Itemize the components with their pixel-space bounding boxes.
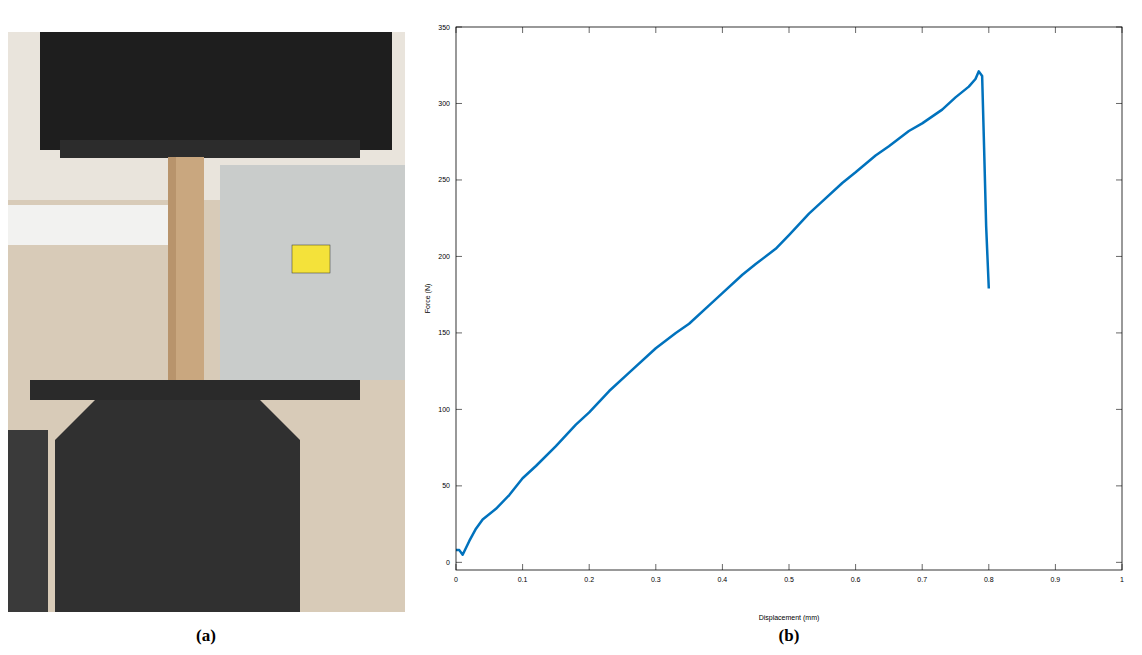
y-tick: [456, 562, 462, 563]
x-tick: [922, 564, 923, 570]
y-tick-right: [1116, 332, 1122, 333]
y-tick-right: [1116, 409, 1122, 410]
x-tick: [722, 564, 723, 570]
x-tick-top: [988, 27, 989, 33]
x-tick: [655, 564, 656, 570]
x-tick-label: 0.3: [651, 576, 661, 583]
lower-grip: [55, 400, 300, 612]
y-tick-right: [1116, 256, 1122, 257]
plot-frame: [456, 27, 1122, 570]
specimen: [168, 157, 204, 397]
y-tick-right: [1116, 485, 1122, 486]
y-tick-label: 150: [438, 329, 450, 336]
lower-jaw: [30, 380, 360, 400]
y-tick-label: 50: [442, 482, 450, 489]
y-tick: [456, 332, 462, 333]
panel-label: (a): [196, 626, 216, 645]
x-tick-top: [1055, 27, 1056, 33]
x-tick-label: 0.9: [1051, 576, 1061, 583]
x-tick-label: 0.5: [784, 576, 794, 583]
x-tick-top: [789, 27, 790, 33]
plot-area: [456, 71, 989, 554]
y-tick-right: [1116, 562, 1122, 563]
window-frame: [8, 205, 168, 245]
x-tick-top: [655, 27, 656, 33]
x-tick-label: 0.4: [718, 576, 728, 583]
y-tick: [456, 485, 462, 486]
upper-jaw: [60, 140, 360, 158]
x-tick: [589, 564, 590, 570]
x-tick: [522, 564, 523, 570]
y-tick-label: 200: [438, 253, 450, 260]
y-tick-right: [1116, 103, 1122, 104]
y-tick: [456, 179, 462, 180]
machine-side: [8, 430, 48, 612]
x-tick-label: 0.7: [917, 576, 927, 583]
x-tick-top: [722, 27, 723, 33]
x-tick-top: [922, 27, 923, 33]
y-tick-label: 300: [438, 100, 450, 107]
panel-label: (b): [779, 626, 800, 645]
y-tick: [456, 256, 462, 257]
x-tick-top: [522, 27, 523, 33]
y-tick-right: [1116, 179, 1122, 180]
x-tick-label: 0.1: [518, 576, 528, 583]
x-axis-title: Displacement (mm): [759, 614, 820, 622]
y-tick: [456, 103, 462, 104]
x-tick-label: 0: [454, 576, 458, 583]
chart: 0 0.1 0.2 0.3 0.4 0.5 0.6 0.7 0.8 0.9 1 0 50 100 150 20…: [424, 24, 1124, 646]
y-tick: [456, 409, 462, 410]
x-tick-top: [855, 27, 856, 33]
x-tick-top: [589, 27, 590, 33]
x-tick-label: 0.2: [584, 576, 594, 583]
x-tick: [988, 564, 989, 570]
x-tick-label: 0.8: [984, 576, 994, 583]
y-tick-label: 350: [438, 24, 450, 31]
y-tick-label: 250: [438, 176, 450, 183]
photo-background: [8, 32, 405, 612]
y-tick-label: 100: [438, 406, 450, 413]
y-tick-label: 0: [446, 559, 450, 566]
force-line: [456, 71, 989, 554]
x-tick-label: 0.6: [851, 576, 861, 583]
x-tick: [1055, 564, 1056, 570]
x-tick: [855, 564, 856, 570]
photo: [8, 32, 405, 612]
y-axis-title: Force (N): [424, 284, 432, 314]
machine-panel: [220, 165, 405, 380]
sticker: [292, 245, 330, 273]
figure: (a) 0 0.1 0.2 0.3 0.4 0.5 0.6 0.7 0.8 0.9 1 0 50 100 15…: [0, 0, 1142, 655]
x-tick-label: 1: [1120, 576, 1124, 583]
specimen-shade: [168, 157, 176, 397]
x-tick: [789, 564, 790, 570]
upper-grip: [40, 32, 392, 150]
